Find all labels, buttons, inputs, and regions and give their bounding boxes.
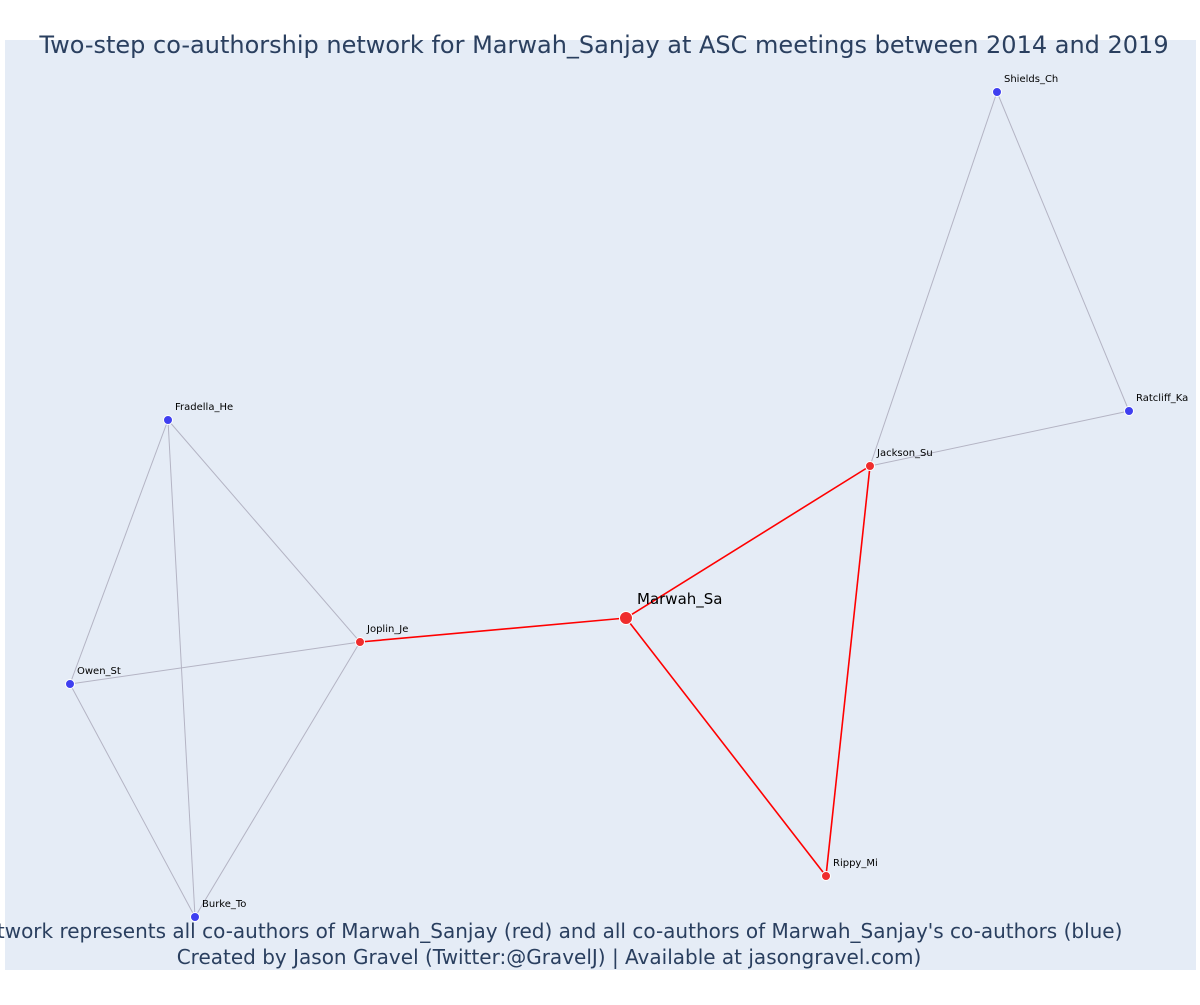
edges-layer xyxy=(69,91,1130,918)
edge-jackson-su-ratcliff-ka xyxy=(869,410,1130,467)
node-fradella-he[interactable] xyxy=(163,415,173,425)
node-rippy-mi[interactable] xyxy=(821,871,831,881)
edge-fradella-he-burke-to xyxy=(167,419,196,918)
caption-line-1: Network represents all co-authors of Mar… xyxy=(0,919,1122,943)
edge-marwah-sa-joplin-je xyxy=(359,617,627,643)
plot-background xyxy=(5,40,1196,970)
edge-joplin-je-owen-st xyxy=(69,641,361,685)
node-label-shields-ch: Shields_Ch xyxy=(1004,74,1058,85)
edge-jackson-su-rippy-mi xyxy=(825,465,871,877)
chart-title: Two-step co-authorship network for Marwa… xyxy=(38,31,1168,59)
edge-joplin-je-burke-to xyxy=(194,641,361,918)
edge-jackson-su-shields-ch xyxy=(869,91,998,467)
node-label-marwah-sa: Marwah_Sa xyxy=(637,590,722,609)
edge-owen-st-burke-to xyxy=(69,683,196,918)
nodes-layer xyxy=(65,87,1134,922)
caption-line-2: Created by Jason Gravel (Twitter:@Gravel… xyxy=(177,945,922,969)
node-jackson-su[interactable] xyxy=(865,461,875,471)
node-label-fradella-he: Fradella_He xyxy=(175,402,233,413)
edge-marwah-sa-rippy-mi xyxy=(625,617,827,877)
edge-fradella-he-owen-st xyxy=(69,419,169,685)
node-joplin-je[interactable] xyxy=(355,637,365,647)
node-marwah-sa[interactable] xyxy=(619,611,633,625)
edge-marwah-sa-jackson-su xyxy=(625,465,871,619)
node-owen-st[interactable] xyxy=(65,679,75,689)
node-ratcliff-ka[interactable] xyxy=(1124,406,1134,416)
node-label-burke-to: Burke_To xyxy=(202,899,246,910)
node-label-jackson-su: Jackson_Su xyxy=(876,448,933,459)
node-burke-to[interactable] xyxy=(190,912,200,922)
node-label-joplin-je: Joplin_Je xyxy=(366,624,408,635)
node-label-owen-st: Owen_St xyxy=(77,666,121,677)
node-label-ratcliff-ka: Ratcliff_Ka xyxy=(1136,393,1188,404)
labels-layer: Marwah_Sa Jackson_Su Joplin_Je Rippy_Mi Shie… xyxy=(77,74,1188,910)
node-label-rippy-mi: Rippy_Mi xyxy=(833,858,878,869)
edge-shields-ch-ratcliff-ka xyxy=(996,91,1130,412)
node-shields-ch[interactable] xyxy=(992,87,1002,97)
edge-joplin-je-fradella-he xyxy=(167,419,361,643)
